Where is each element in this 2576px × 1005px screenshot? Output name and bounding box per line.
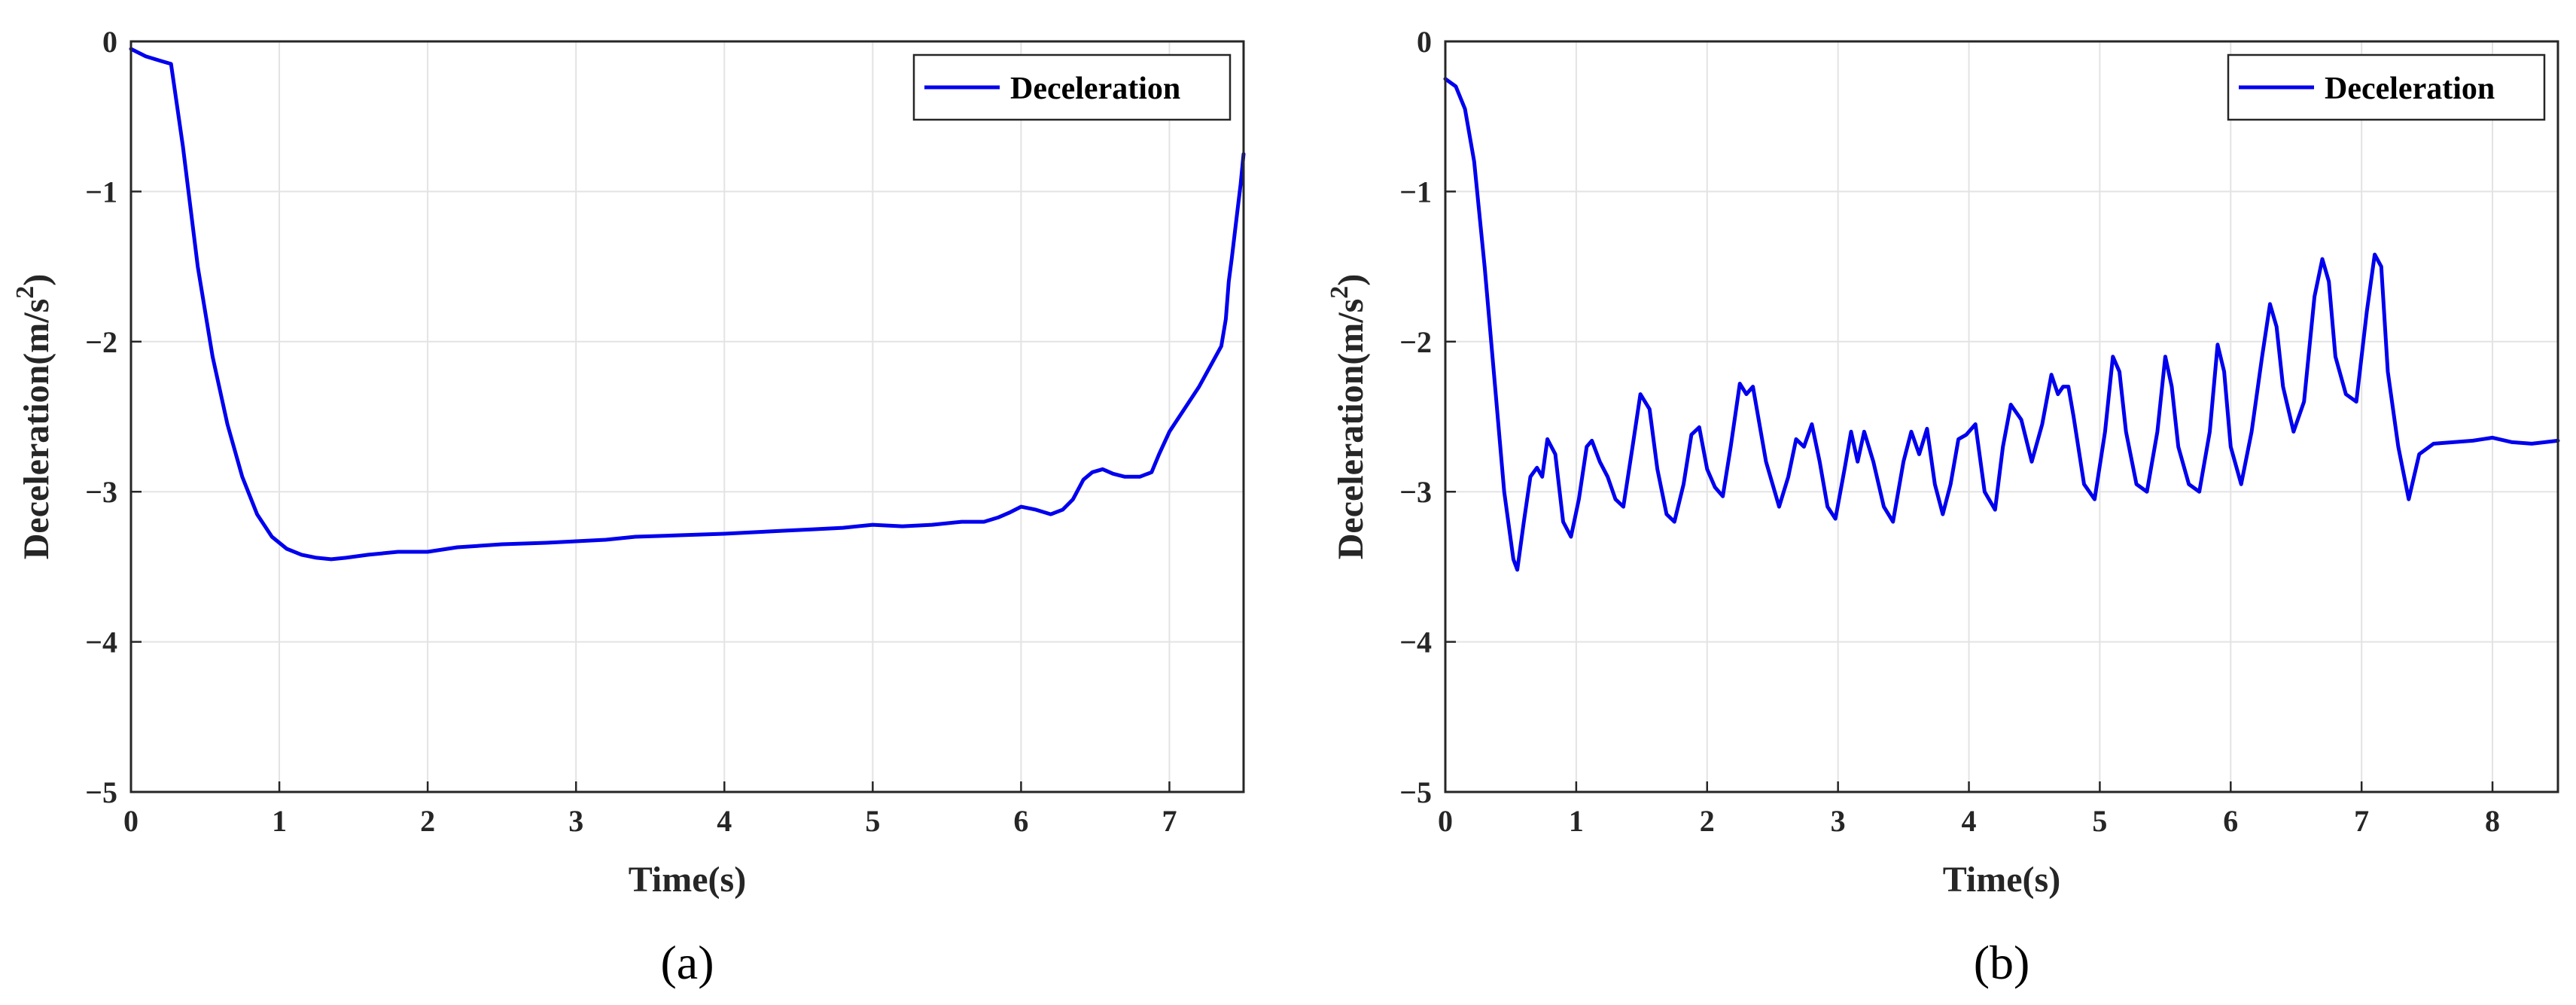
x-tick-label-6-b: 6 [2223,804,2238,838]
x-tick-label-2-b: 2 [1700,804,1715,838]
legend-entry-deceleration-a: Deceleration [1010,72,1180,106]
x-tick-label-5-a: 5 [865,804,880,838]
x-tick-label-6-a: 6 [1013,804,1028,838]
y-tick-label--5-a: −5 [85,775,117,809]
y-tick-label--3-b: −3 [1399,475,1432,509]
grid-lines-b [1445,41,2558,793]
x-axis-label-b: Time(s) [1943,860,2060,900]
series-line-deceleration-a [129,47,1246,562]
y-tick-label--4-a: −4 [85,626,117,659]
panel-label-a: (a) [660,936,714,989]
y-tick-label--5-b: −5 [1399,775,1432,809]
y-tick-label-0-b: 0 [1417,25,1432,59]
x-tick-label-7-a: 7 [1162,804,1177,838]
x-tick-label-8-b: 8 [2485,804,2500,838]
plot-area-b [1445,41,2558,792]
x-tick-label-0-a: 0 [123,804,139,838]
y-tick-label--4-b: −4 [1399,626,1432,659]
plot-area-a [131,41,1244,792]
y-tick-labels-a: 0 −1 −2 −3 −4 −5 [85,25,142,809]
x-tick-label-2-a: 2 [420,804,435,838]
panel-label-b: (b) [1974,936,2030,989]
chart-panel-a: 0 1 2 3 4 5 6 7 0 −1 −2 −3 −4 −5 Time(s) Deceleratio… [11,25,1246,989]
y-tick-label--3-a: −3 [85,475,117,509]
y-tick-label--1-a: −1 [85,175,117,209]
y-tick-label--2-b: −2 [1399,325,1432,359]
x-tick-label-7-b: 7 [2354,804,2369,838]
x-tick-label-1-b: 1 [1569,804,1584,838]
chart-panel-b: 0 1 2 3 4 5 6 7 8 0 −1 −2 −3 −4 −5 Time(s) Decelerati… [1326,25,2560,989]
plot-frame-b [1444,40,2559,793]
y-tick-labels-b: 0 −1 −2 −3 −4 −5 [1399,25,1456,809]
x-axis-label-a: Time(s) [629,860,746,900]
x-tick-label-1-a: 1 [272,804,287,838]
y-tick-label--2-a: −2 [85,325,117,359]
legend-a: Deceleration [912,53,1232,121]
x-tick-label-4-a: 4 [717,804,732,838]
legend-entry-deceleration-b: Deceleration [2325,72,2495,106]
series-line-deceleration-b [1443,77,2560,572]
plot-frame-a [129,40,1245,793]
x-tick-labels-b: 0 1 2 3 4 5 6 7 8 [1438,781,2500,838]
x-tick-label-4-b: 4 [1962,804,1977,838]
x-tick-label-3-b: 3 [1831,804,1846,838]
y-tick-label-0-a: 0 [102,25,117,59]
legend-b: Deceleration [2227,53,2546,121]
y-tick-label--1-b: −1 [1399,175,1432,209]
x-tick-label-3-a: 3 [568,804,583,838]
x-tick-labels-a: 0 1 2 3 4 5 6 7 [123,781,1177,838]
y-axis-label-a: Deceleration(m/s2) [11,274,56,560]
x-tick-label-5-b: 5 [2092,804,2107,838]
x-tick-label-0-b: 0 [1438,804,1453,838]
y-axis-label-b: Deceleration(m/s2) [1326,274,1371,560]
